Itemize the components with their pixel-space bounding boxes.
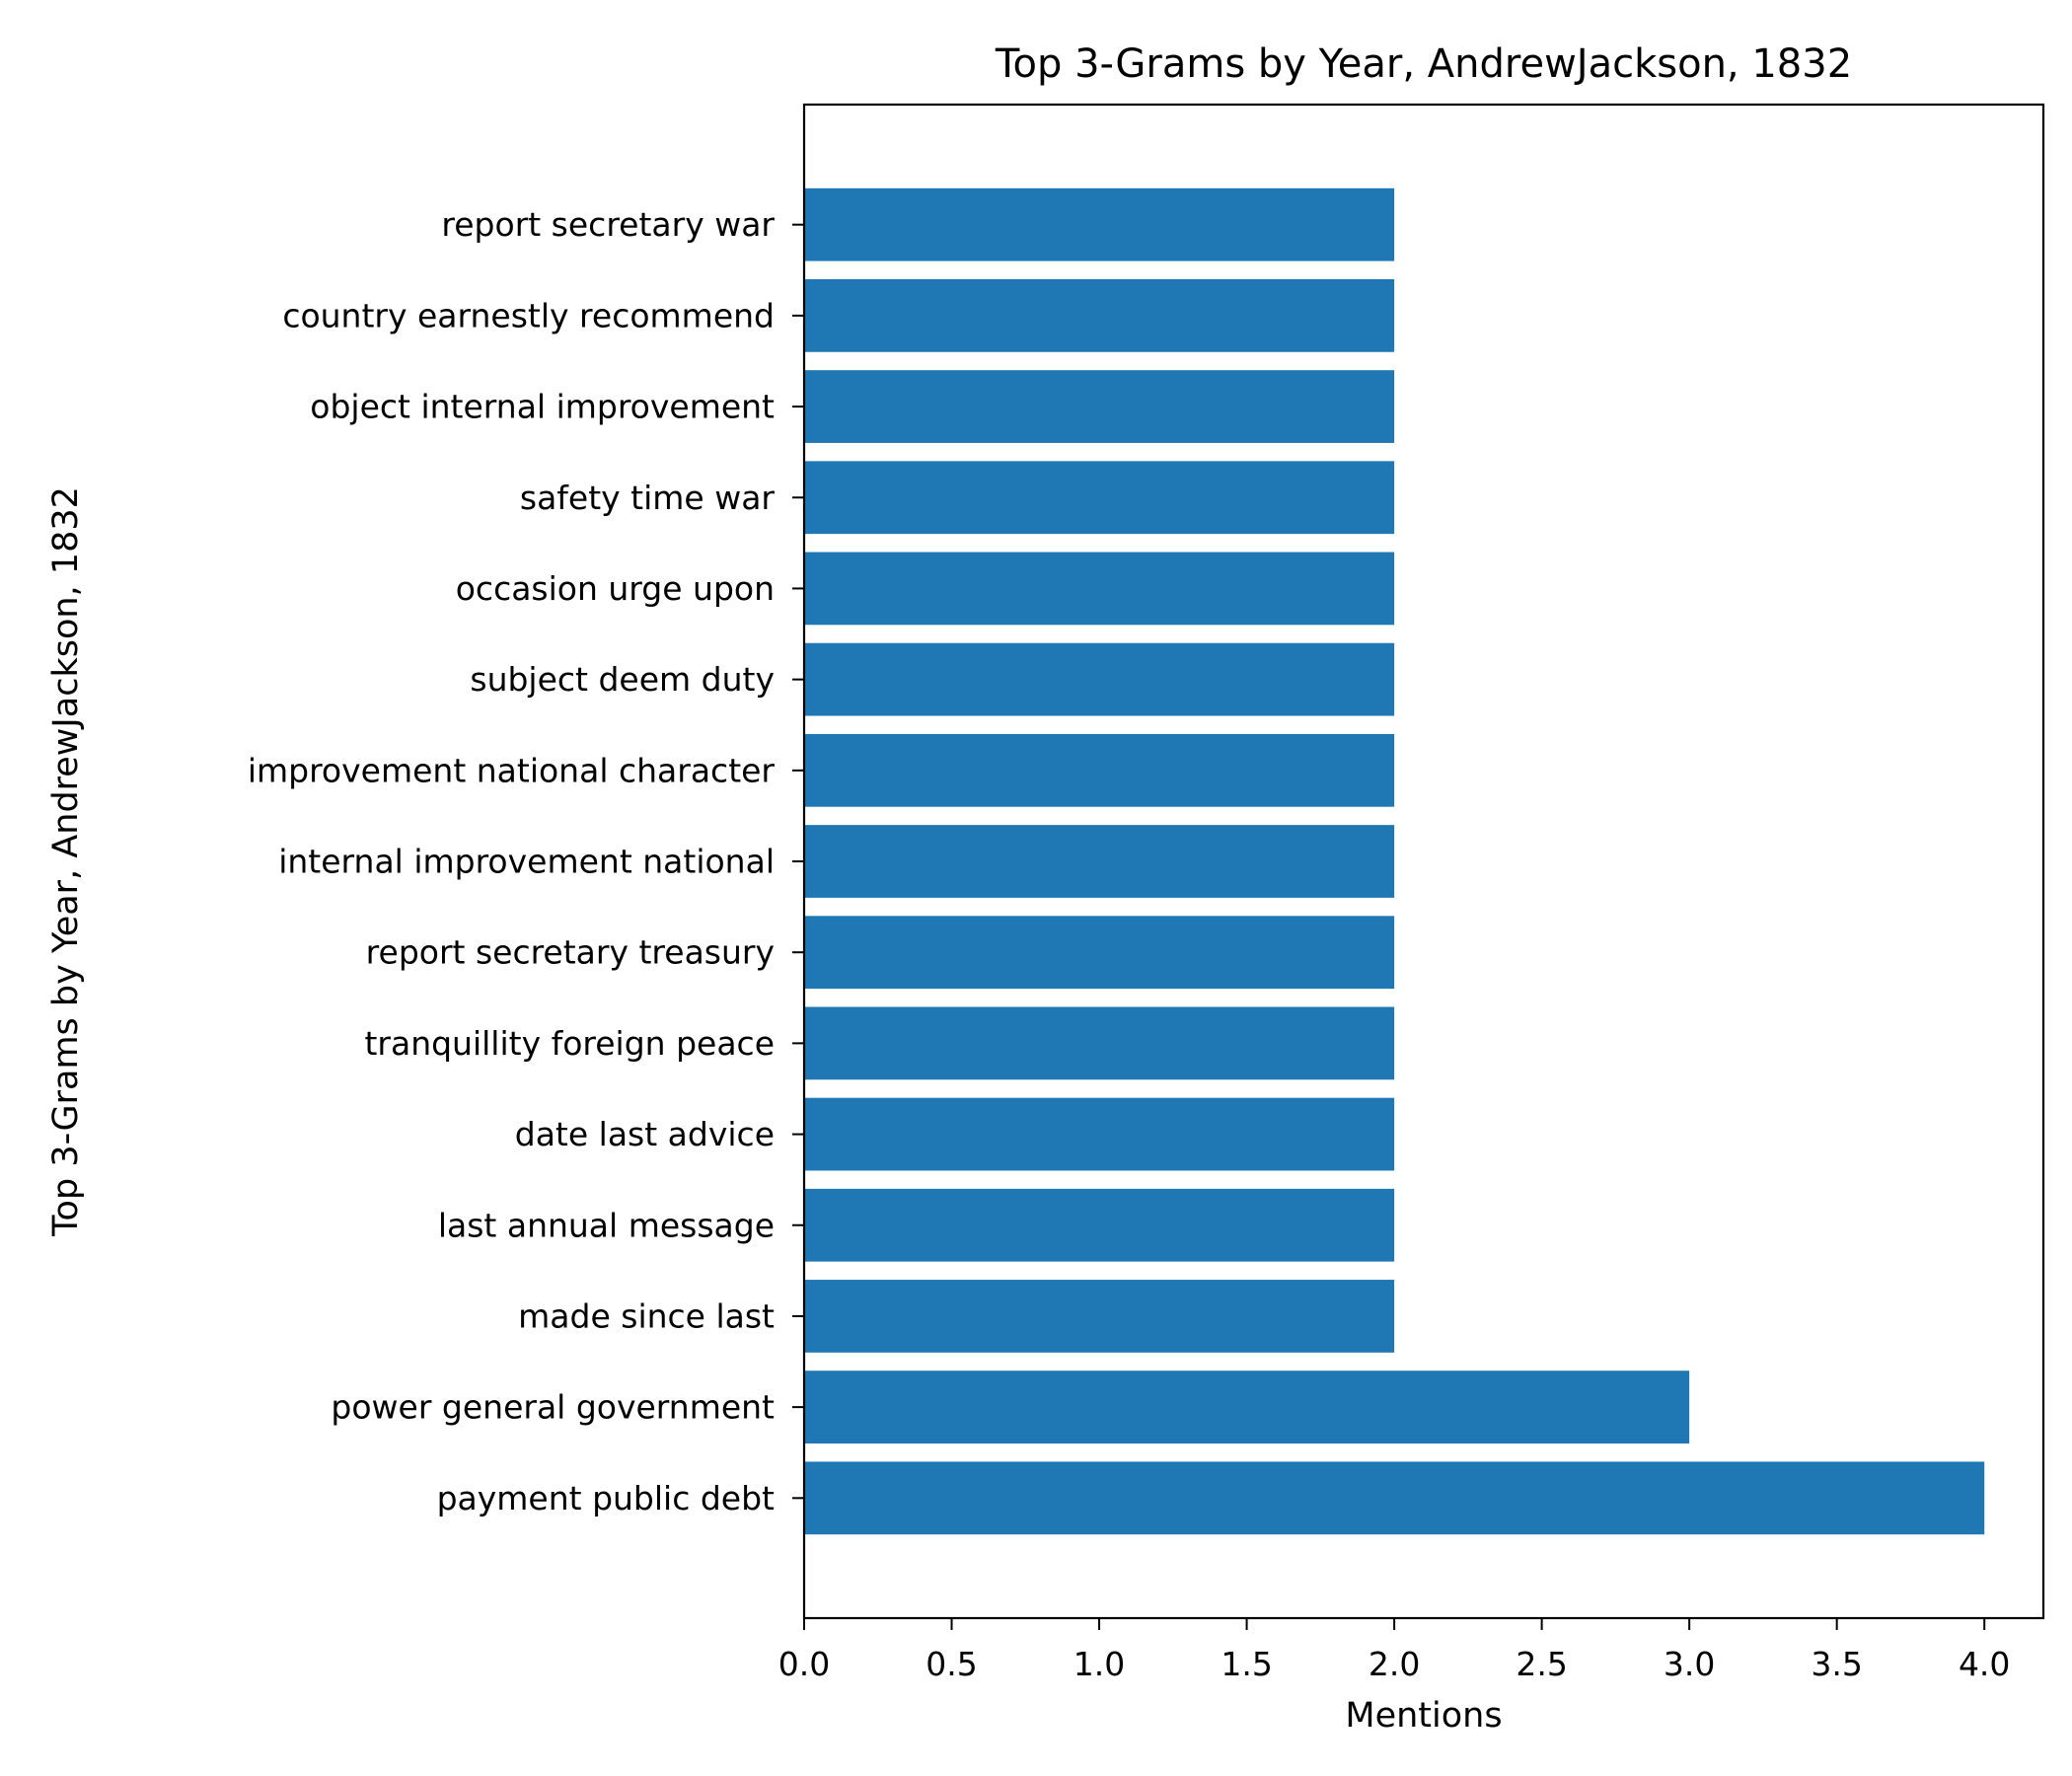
x-axis-ticks: 0.0 0.5 1.0 1.5 2.0 2.5 3.0 3.5 4.0: [778, 1618, 2010, 1683]
bar: [804, 1461, 1985, 1535]
y-tick-label: internal improvement national: [278, 843, 775, 881]
x-axis-label: Mentions: [1345, 1696, 1502, 1736]
chart-title: Top 3-Grams by Year, AndrewJackson, 1832: [995, 41, 1852, 87]
x-tick-label: 0.5: [925, 1645, 977, 1683]
x-tick-label: 4.0: [1959, 1645, 2010, 1683]
x-tick-label: 2.0: [1369, 1645, 1420, 1683]
x-tick-label: 0.0: [778, 1645, 830, 1683]
bar: [804, 733, 1395, 807]
y-tick-label: report secretary treasury: [366, 933, 775, 972]
bar: [804, 187, 1395, 261]
y-tick-label: payment public debt: [437, 1479, 775, 1517]
bar: [804, 1370, 1690, 1443]
bar: [804, 461, 1395, 535]
y-tick-label: power general government: [331, 1388, 775, 1427]
y-tick-label: subject deem duty: [470, 660, 775, 699]
bar: [804, 279, 1395, 352]
y-tick-label: country earnestly recommend: [282, 296, 775, 334]
y-tick-label: occasion urge upon: [456, 569, 775, 608]
x-tick-label: 1.0: [1073, 1645, 1125, 1683]
bar: [804, 825, 1395, 898]
bar: [804, 1188, 1395, 1262]
x-tick-label: 3.5: [1811, 1645, 1862, 1683]
bar: [804, 1280, 1395, 1353]
y-tick-label: object internal improvement: [310, 388, 775, 426]
y-tick-label: date last advice: [515, 1115, 775, 1153]
plot-frame: [802, 103, 2045, 1620]
bar: [804, 642, 1395, 716]
y-tick-label: tranquillity foreign peace: [364, 1024, 775, 1063]
y-tick-label: safety time war: [520, 479, 776, 517]
x-tick-label: 3.0: [1664, 1645, 1715, 1683]
bar: [804, 1006, 1395, 1080]
bar: [804, 552, 1395, 626]
x-tick-label: 2.5: [1516, 1645, 1567, 1683]
y-axis-label: Top 3-Grams by Year, AndrewJackson, 1832: [46, 486, 86, 1237]
bar: [804, 370, 1395, 443]
bars-group: [804, 187, 1985, 1535]
bar: [804, 916, 1395, 990]
y-tick-label: made since last: [518, 1296, 775, 1335]
y-tick-label: last annual message: [438, 1206, 775, 1244]
x-tick-label: 1.5: [1221, 1645, 1272, 1683]
y-tick-label: report secretary war: [441, 205, 775, 244]
bar: [804, 1097, 1395, 1171]
y-axis-ticks: payment public debt power general governm…: [248, 205, 804, 1517]
y-tick-label: improvement national character: [248, 751, 776, 789]
